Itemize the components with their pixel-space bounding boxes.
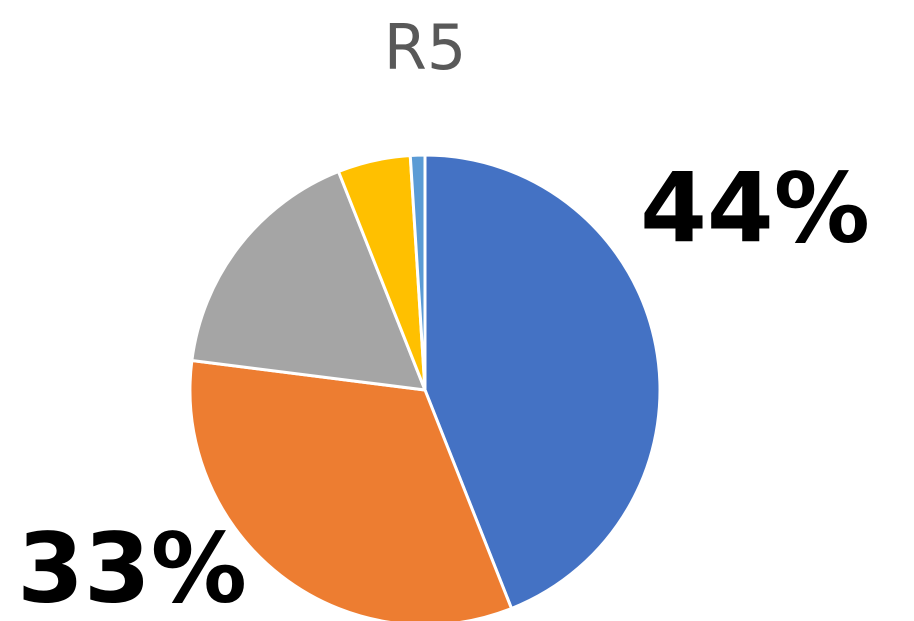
pie-slice — [188, 359, 514, 621]
pie-slice — [190, 170, 427, 392]
chart-title: R5 — [384, 11, 467, 84]
data-label: 44% — [640, 152, 870, 264]
pie-slice — [423, 153, 662, 610]
pie-slice — [408, 153, 427, 392]
data-label: 33% — [17, 512, 247, 621]
